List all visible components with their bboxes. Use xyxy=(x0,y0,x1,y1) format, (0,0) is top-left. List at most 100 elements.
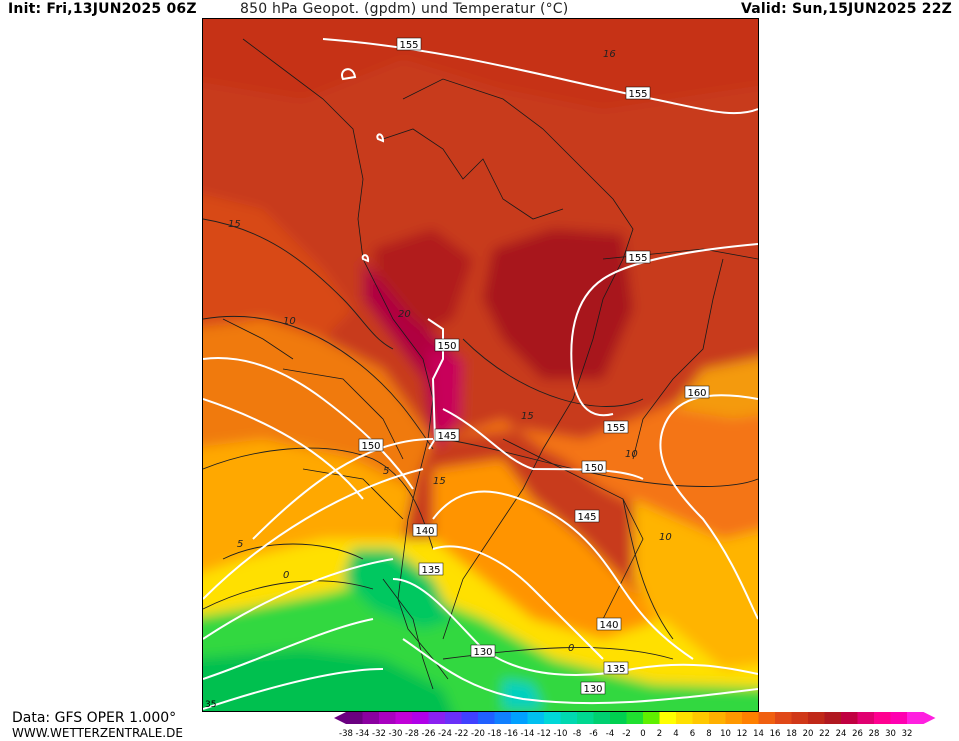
svg-text:140: 140 xyxy=(415,526,434,537)
scale-cell xyxy=(544,712,561,724)
scale-tick-label: 24 xyxy=(836,729,847,739)
scale-cell xyxy=(758,712,775,724)
svg-text:145: 145 xyxy=(577,512,596,523)
scale-tick-label: -2 xyxy=(622,729,630,739)
scale-tick-label: -20 xyxy=(471,729,485,739)
svg-text:160: 160 xyxy=(687,388,706,399)
gph-label: 145 xyxy=(574,509,600,523)
scale-tick-label: -12 xyxy=(537,729,551,739)
scale-tick-label: -6 xyxy=(589,729,597,739)
scale-cell xyxy=(560,712,577,724)
scale-cell xyxy=(725,712,742,724)
scale-tick-label: -24 xyxy=(438,729,452,739)
scale-cell xyxy=(676,712,693,724)
scale-cell xyxy=(478,712,495,724)
svg-text:145: 145 xyxy=(437,431,456,442)
geopotential-labels: 155 155 155 160 155 150 150 145 150 140 … xyxy=(358,37,710,695)
scale-tick-label: -8 xyxy=(573,729,581,739)
scale-cell xyxy=(511,712,528,724)
gph-label: 135 xyxy=(418,562,444,576)
scale-cell xyxy=(362,712,379,724)
scale-tick-label: 32 xyxy=(902,729,913,739)
scale-cell xyxy=(907,712,924,724)
scale-tick-label: 30 xyxy=(885,729,896,739)
scale-cell xyxy=(494,712,511,724)
svg-text:155: 155 xyxy=(606,423,625,434)
svg-text:10: 10 xyxy=(659,532,672,543)
scale-cell xyxy=(461,712,478,724)
svg-text:15: 15 xyxy=(433,476,446,487)
scale-tick-label: -38 xyxy=(339,729,353,739)
gph-label: 135 xyxy=(603,661,629,675)
geopotential-contours xyxy=(203,38,758,710)
scale-tick-label: -10 xyxy=(554,729,568,739)
scale-cell xyxy=(527,712,544,724)
svg-text:150: 150 xyxy=(584,463,603,474)
svg-text:130: 130 xyxy=(473,647,492,658)
scale-tick-label: 12 xyxy=(737,729,748,739)
temperature-field xyxy=(203,19,758,711)
scale-tick-label: -26 xyxy=(422,729,436,739)
svg-text:150: 150 xyxy=(437,341,456,352)
scale-cell xyxy=(659,712,676,724)
scale-cell xyxy=(775,712,792,724)
svg-text:5: 5 xyxy=(237,539,243,550)
gph-label: 150 xyxy=(434,338,460,352)
scale-tick-label: 18 xyxy=(786,729,797,739)
scale-tick-label: -14 xyxy=(521,729,535,739)
svg-text:140: 140 xyxy=(599,620,618,631)
scale-tick-label: 2 xyxy=(657,729,662,739)
website-url: WWW.WETTERZENTRALE.DE xyxy=(12,726,183,740)
scale-tick-label: 0 xyxy=(640,729,645,739)
temperature-labels: 15 16 15 10 20 15 10 5 15 5 0 10 0 xyxy=(228,49,672,654)
scale-tick-label: 22 xyxy=(819,729,830,739)
scale-cell xyxy=(742,712,759,724)
scale-cell xyxy=(692,712,709,724)
svg-text:5: 5 xyxy=(383,466,389,477)
scale-cell xyxy=(874,712,891,724)
gph-label: 155 xyxy=(396,37,422,51)
gph-label: 140 xyxy=(596,617,622,631)
scale-tick-label: 6 xyxy=(690,729,695,739)
svg-text:155: 155 xyxy=(628,89,647,100)
gph-label: 145 xyxy=(434,428,460,442)
scale-tick-label: -32 xyxy=(372,729,386,739)
scale-tick-label: -34 xyxy=(356,729,370,739)
svg-text:135: 135 xyxy=(421,565,440,576)
init-time: Init: Fri,13JUN2025 06Z xyxy=(8,1,197,17)
scale-tick-label: 16 xyxy=(770,729,781,739)
gph-label: 150 xyxy=(358,438,384,452)
data-source: Data: GFS OPER 1.000° xyxy=(12,710,177,726)
scale-cell xyxy=(791,712,808,724)
gph-label: 150 xyxy=(581,460,607,474)
gph-label: 140 xyxy=(412,523,438,537)
scale-cell xyxy=(841,712,858,724)
gph-label: 130 xyxy=(580,681,606,695)
scale-tick-label: -16 xyxy=(504,729,518,739)
gph-label: 155 xyxy=(625,250,651,264)
svg-text:155: 155 xyxy=(399,40,418,51)
scale-cell xyxy=(379,712,396,724)
scale-cell xyxy=(428,712,445,724)
scale-cell xyxy=(395,712,412,724)
gph-label: 155 xyxy=(625,86,651,100)
scale-tick-label: -18 xyxy=(488,729,502,739)
svg-text:10: 10 xyxy=(625,449,638,460)
weather-map: 155 155 155 160 155 150 150 145 150 140 … xyxy=(202,18,759,712)
svg-text:155: 155 xyxy=(628,253,647,264)
svg-text:150: 150 xyxy=(361,441,380,452)
scale-cell xyxy=(643,712,660,724)
svg-text:20: 20 xyxy=(398,309,411,320)
scale-tick-label: 4 xyxy=(673,729,678,739)
scale-tick-label: -4 xyxy=(606,729,614,739)
scale-cell xyxy=(412,712,429,724)
scale-tick-label: 10 xyxy=(720,729,731,739)
scale-tick-label: 26 xyxy=(852,729,863,739)
scale-cell xyxy=(346,712,363,724)
scale-cell xyxy=(593,712,610,724)
scale-cell xyxy=(890,712,907,724)
scale-tick-label: -30 xyxy=(389,729,403,739)
scale-cell xyxy=(610,712,627,724)
scale-cell xyxy=(824,712,841,724)
scale-cell xyxy=(626,712,643,724)
